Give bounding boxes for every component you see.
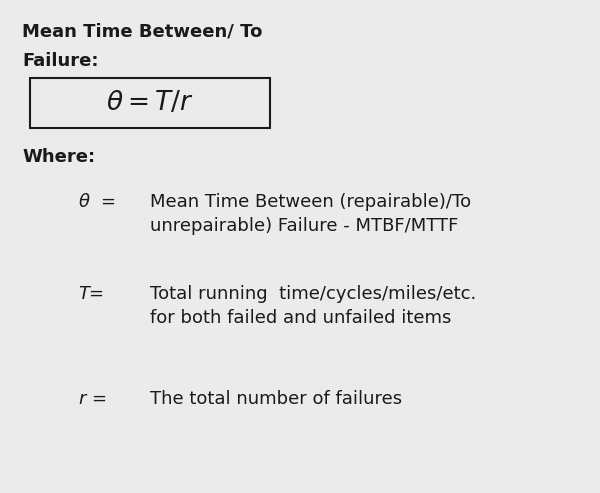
Text: $\theta = T/r$: $\theta = T/r$: [106, 90, 194, 116]
Text: for both failed and unfailed items: for both failed and unfailed items: [150, 309, 451, 327]
Text: $\mathit{T}$=: $\mathit{T}$=: [78, 285, 104, 303]
Text: Where:: Where:: [22, 148, 95, 166]
Text: Mean Time Between/ To: Mean Time Between/ To: [22, 22, 262, 40]
Text: Failure:: Failure:: [22, 52, 98, 70]
Text: $\theta$  =: $\theta$ =: [78, 193, 116, 211]
Text: The total number of failures: The total number of failures: [150, 390, 402, 408]
Text: $\mathit{r}$ =: $\mathit{r}$ =: [78, 390, 106, 408]
Bar: [30, 78, 270, 128]
Text: Total running  time/cycles/miles/etc.: Total running time/cycles/miles/etc.: [150, 285, 476, 303]
Text: Mean Time Between (repairable)/To: Mean Time Between (repairable)/To: [150, 193, 471, 211]
Text: unrepairable) Failure - MTBF/MTTF: unrepairable) Failure - MTBF/MTTF: [150, 217, 458, 235]
